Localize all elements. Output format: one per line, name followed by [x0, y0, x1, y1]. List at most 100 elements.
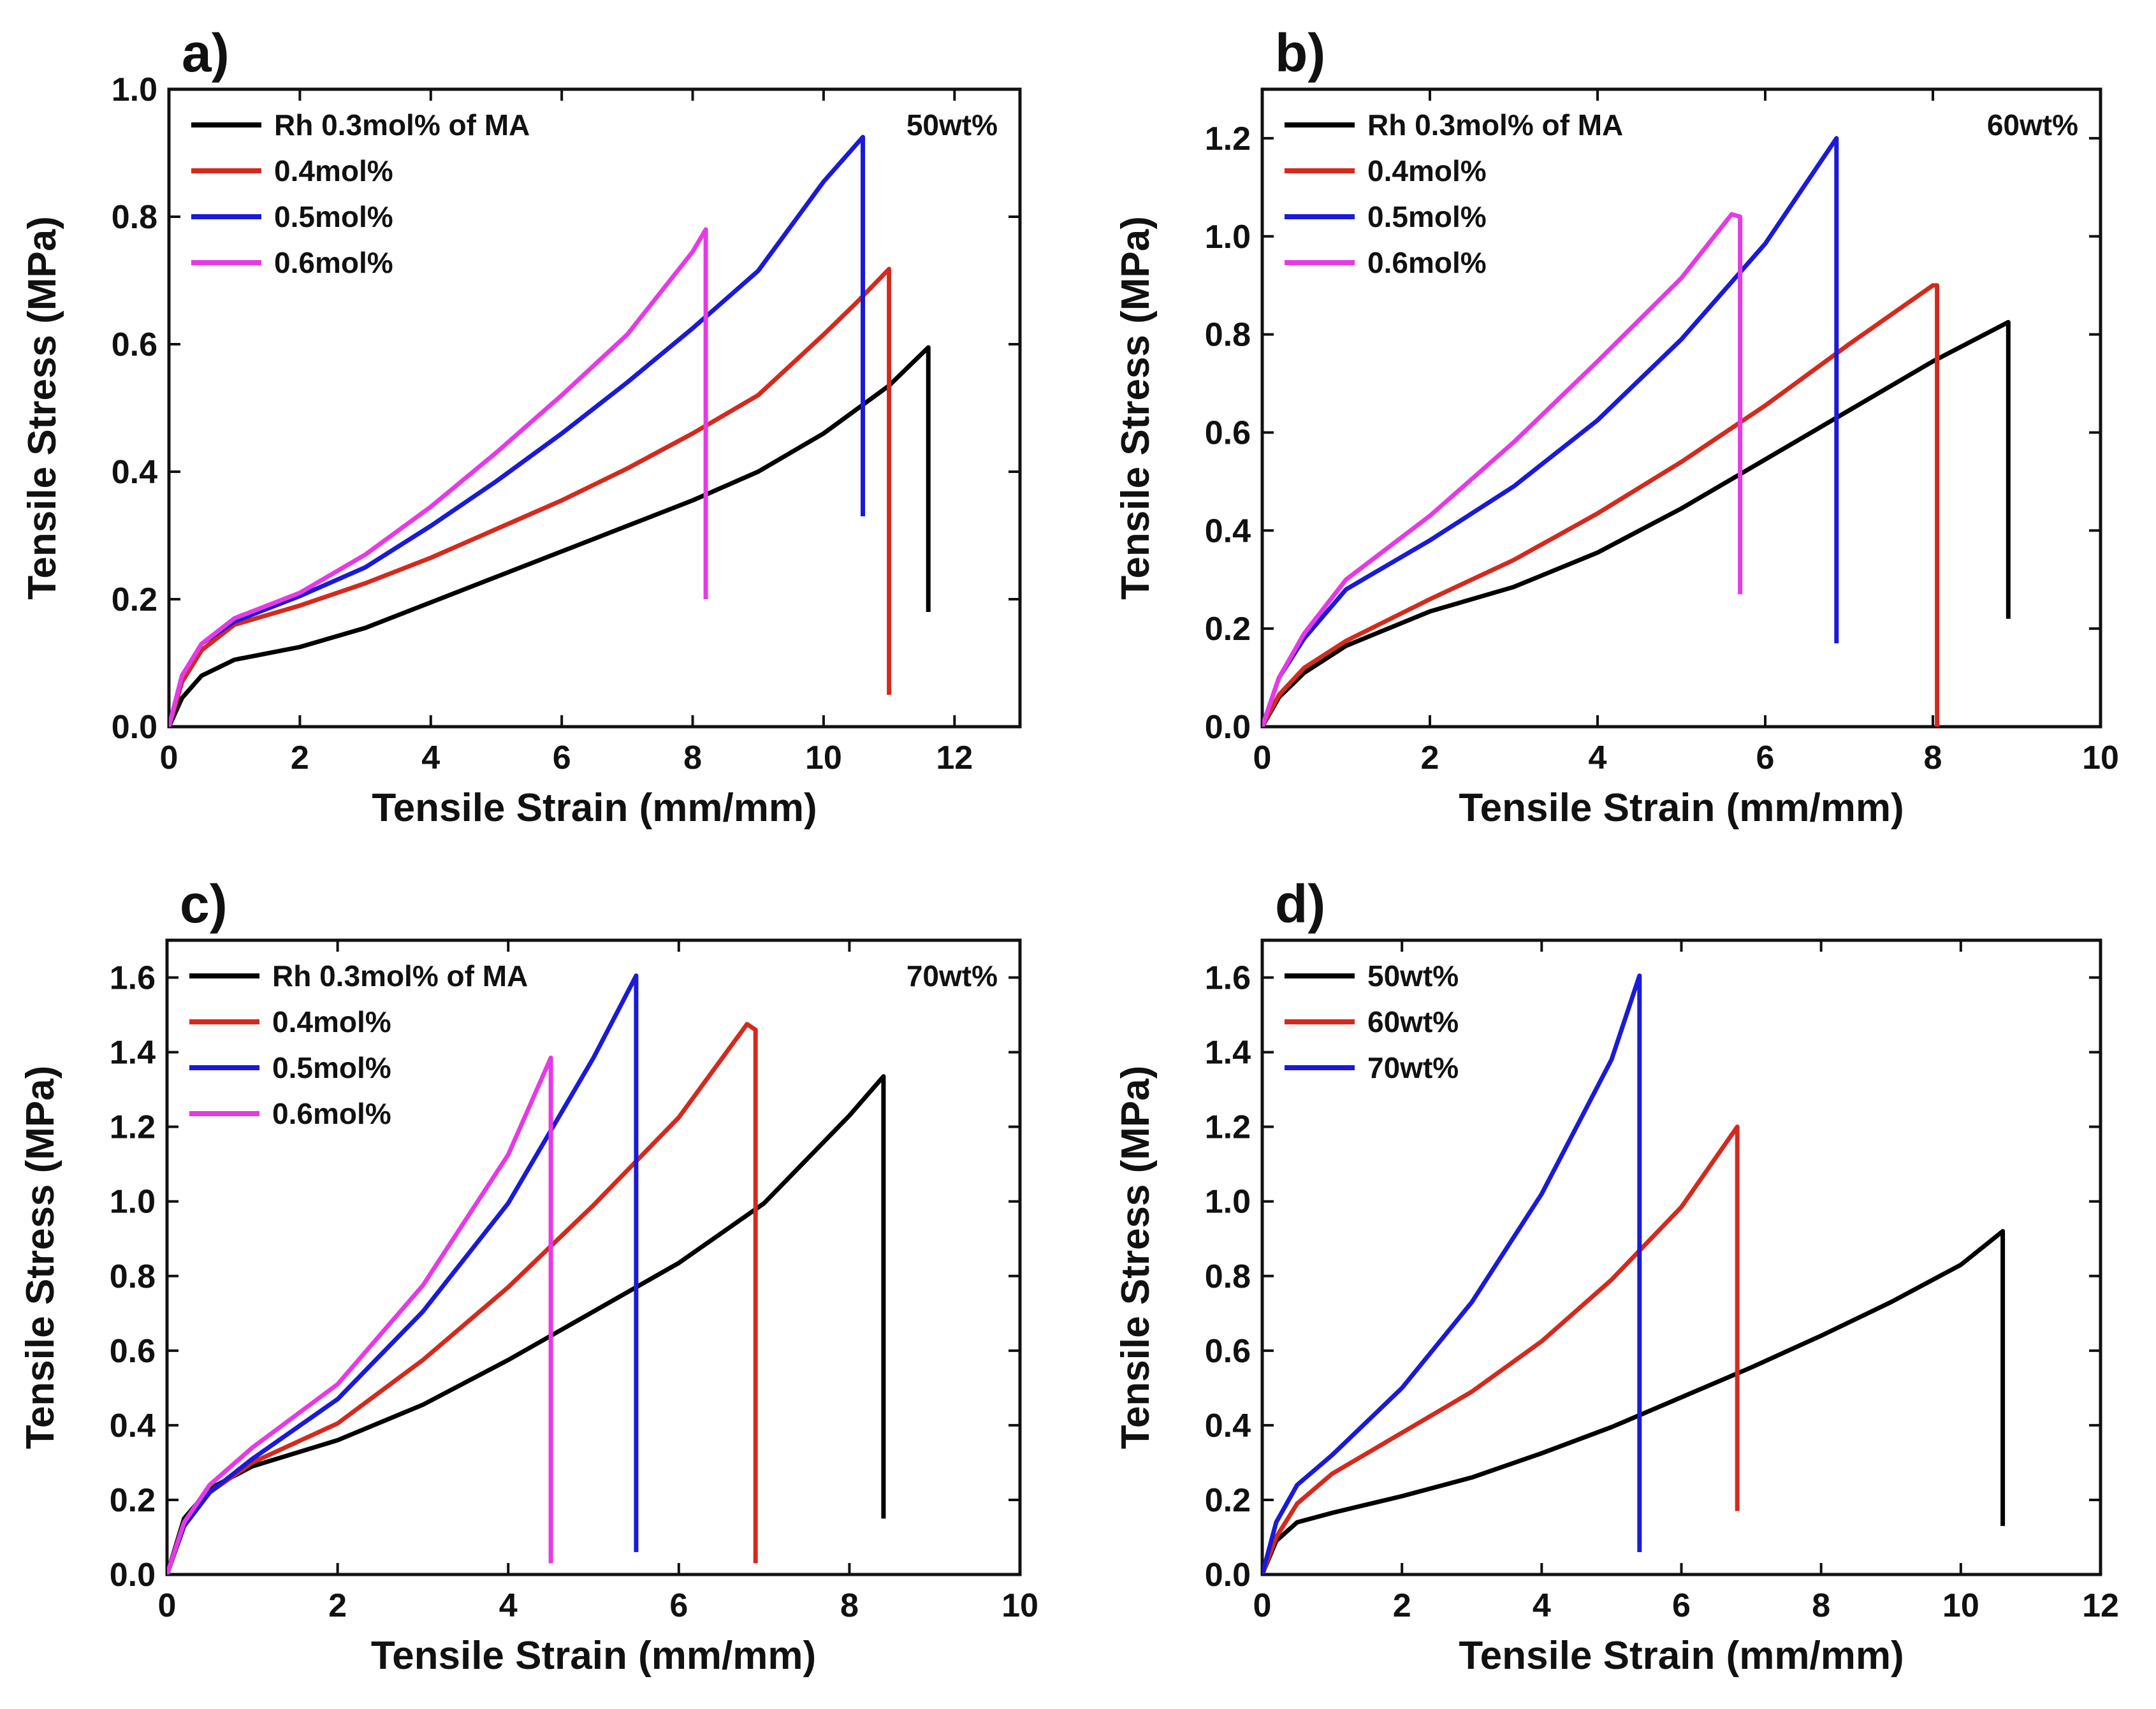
x-tick-label: 0 [1253, 739, 1272, 776]
chart-panel-4: d) 0 2 4 6 8 10 12 0.0 0.2 0.4 0.6 0.8 1.0 1.2 1.4 1.6 Te… [1114, 874, 2119, 1678]
series-line-3 [1262, 973, 1642, 1574]
x-tick-label: 8 [1812, 1587, 1830, 1624]
legend-label: 0.5mol% [272, 1051, 391, 1084]
x-tick-label: 10 [1942, 1587, 1979, 1624]
legend-label: 0.4mol% [1367, 154, 1487, 187]
legend-label: Rh 0.3mol% of MA [272, 959, 528, 993]
legend-label: 70wt% [1367, 1051, 1459, 1084]
y-tick-label: 0.2 [1205, 1482, 1251, 1519]
x-tick-label: 10 [805, 739, 842, 776]
legend-label: 0.6mol% [272, 1097, 391, 1130]
series-line-3 [167, 973, 639, 1574]
legend-label: 0.4mol% [274, 154, 393, 187]
y-tick-label: 0.4 [112, 454, 157, 491]
x-tick-label: 6 [1672, 1587, 1691, 1624]
chart-panel-1: a) 0 2 4 6 8 10 12 0.0 0.2 0.4 0.6 0.8 1.0 Tensile Str… [20, 23, 1022, 830]
x-tick-label: 2 [1393, 1587, 1411, 1624]
x-tick-label: 4 [499, 1587, 518, 1624]
y-tick-label: 0.6 [1205, 1333, 1251, 1370]
x-tick-label: 4 [421, 739, 440, 776]
series-line-1 [1262, 1229, 2006, 1574]
legend-label: Rh 0.3mol% of MA [1367, 108, 1623, 142]
series-line-2 [1262, 1124, 1740, 1574]
y-tick-label: 0.2 [110, 1482, 156, 1519]
series-line-1 [169, 345, 931, 727]
x-tick-label: 2 [291, 739, 309, 776]
y-tick-label: 0.8 [1205, 1258, 1251, 1295]
annotation-label: 70wt% [907, 959, 998, 993]
x-tick-label: 2 [1421, 739, 1439, 776]
x-tick-label: 0 [160, 739, 178, 776]
x-tick-label: 10 [1002, 1587, 1038, 1624]
y-tick-label: 0.2 [1205, 611, 1251, 648]
y-tick-label: 1.0 [112, 71, 157, 108]
y-axis-title: Tensile Stress (MPa) [18, 1066, 62, 1450]
legend-label: 0.4mol% [272, 1005, 391, 1038]
annotation-label: 60wt% [1987, 108, 2078, 142]
x-tick-label: 12 [2082, 1587, 2119, 1624]
annotation-label: 50wt% [907, 108, 998, 142]
y-tick-label: 0.0 [110, 1557, 156, 1594]
y-tick-label: 1.0 [1205, 1184, 1251, 1221]
series-line-2 [1262, 283, 1940, 727]
x-tick-label: 10 [2082, 739, 2119, 776]
x-tick-label: 12 [936, 739, 973, 776]
legend-label: 50wt% [1367, 959, 1459, 993]
plot-frame [1260, 87, 2102, 729]
y-tick-label: 0.0 [112, 709, 157, 746]
legend-label: 0.5mol% [1367, 200, 1487, 233]
plot-frame [167, 87, 1022, 729]
series-line-4 [1262, 212, 1743, 727]
y-tick-label: 0.0 [1205, 709, 1251, 746]
legend-label: Rh 0.3mol% of MA [274, 108, 530, 142]
chart-panel-3: c) 0 2 4 6 8 10 0.0 0.2 0.4 0.6 0.8 1.0 1.2 1.4 1.6 Tens… [18, 874, 1038, 1678]
x-tick-label: 6 [553, 739, 571, 776]
legend-label: 0.6mol% [1367, 246, 1487, 279]
y-tick-label: 0.4 [1205, 513, 1251, 549]
y-tick-label: 1.4 [110, 1035, 156, 1072]
plot-frame [165, 938, 1022, 1576]
y-tick-label: 1.2 [1205, 120, 1251, 157]
x-axis-title: Tensile Strain (mm/mm) [1459, 1634, 1904, 1678]
x-tick-label: 8 [683, 739, 702, 776]
panel-label: a) [182, 23, 229, 83]
series-line-2 [167, 1022, 758, 1574]
panel-label: b) [1275, 23, 1325, 83]
series-line-4 [169, 227, 708, 727]
y-tick-label: 1.0 [110, 1184, 156, 1221]
x-tick-label: 6 [1756, 739, 1775, 776]
panel-label: c) [180, 874, 228, 934]
legend-label: 0.5mol% [274, 200, 393, 233]
y-tick-label: 1.6 [1205, 960, 1251, 997]
legend-label: 0.6mol% [274, 246, 393, 279]
y-tick-label: 0.6 [1205, 414, 1251, 451]
y-tick-label: 0.2 [112, 581, 157, 618]
x-tick-label: 2 [328, 1587, 347, 1624]
x-tick-label: 8 [840, 1587, 859, 1624]
series-line-1 [167, 1074, 886, 1574]
x-tick-label: 8 [1924, 739, 1942, 776]
y-axis-title: Tensile Stress (MPa) [1114, 1066, 1158, 1450]
y-tick-label: 0.8 [112, 199, 157, 236]
x-axis-title: Tensile Strain (mm/mm) [372, 786, 817, 830]
x-axis-title: Tensile Strain (mm/mm) [1459, 786, 1904, 830]
y-tick-label: 0.8 [1205, 317, 1251, 354]
y-tick-label: 1.2 [110, 1109, 156, 1146]
x-tick-label: 6 [669, 1587, 688, 1624]
y-tick-label: 1.4 [1205, 1035, 1251, 1072]
y-tick-label: 1.0 [1205, 219, 1251, 256]
y-tick-label: 0.4 [1205, 1407, 1251, 1444]
x-tick-label: 0 [158, 1587, 177, 1624]
panel-label: d) [1275, 874, 1325, 934]
x-tick-label: 4 [1589, 739, 1607, 776]
y-tick-label: 1.6 [110, 960, 156, 997]
series-line-4 [167, 1055, 553, 1574]
chart-panel-2: b) 0 2 4 6 8 10 0.0 0.2 0.4 0.6 0.8 1.0 1.2 Tensile St… [1114, 23, 2119, 830]
y-axis-title: Tensile Stress (MPa) [1114, 216, 1158, 600]
y-tick-label: 1.2 [1205, 1109, 1251, 1146]
legend-label: 60wt% [1367, 1005, 1459, 1038]
y-tick-label: 0.6 [110, 1333, 156, 1370]
x-tick-label: 0 [1253, 1587, 1272, 1624]
y-axis-title: Tensile Stress (MPa) [20, 216, 64, 600]
